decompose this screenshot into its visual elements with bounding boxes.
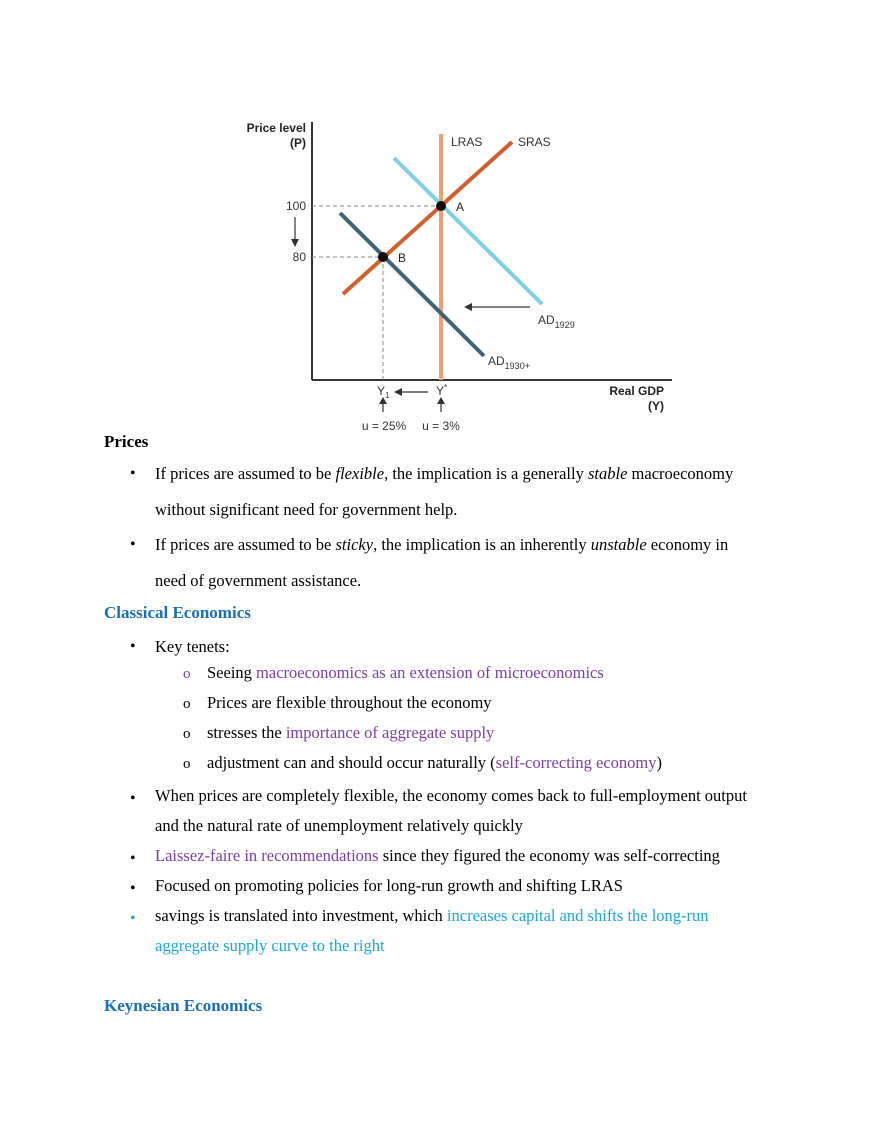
classical-key-tenets: Key tenets: [155, 637, 230, 656]
bullet-dot: • [130, 910, 136, 927]
classical-bullet-5: savings is translated into investment, w… [155, 906, 709, 955]
sub-bullet-mark: o [183, 726, 191, 742]
unemployment-left: u = 25% [362, 419, 407, 433]
classical-heading: Classical Economics [104, 603, 251, 622]
prices-heading: Prices [104, 432, 149, 451]
point-b-label: B [398, 251, 406, 265]
y-tick-80: 80 [293, 250, 307, 264]
point-a [436, 201, 446, 211]
tenet-2: Prices are flexible throughout the econo… [207, 693, 492, 712]
price-drop-arrowhead [291, 239, 299, 247]
y-axis-label-line2: (P) [290, 136, 306, 150]
sras-label: SRAS [518, 135, 551, 149]
ad-shift-arrowhead [464, 303, 472, 311]
ad1930-label: AD1930+ [488, 354, 530, 371]
tenet-3: stresses the importance of aggregate sup… [207, 723, 495, 742]
bullet-dot: • [130, 880, 136, 897]
bullet-dot: • [130, 790, 136, 807]
sub-bullet-mark: o [183, 756, 191, 772]
classical-bullet-4: Focused on promoting policies for long-r… [155, 876, 623, 895]
classical-bullet-3: Laissez-faire in recommendations since t… [155, 846, 720, 865]
lras-label: LRAS [451, 135, 482, 149]
keynesian-heading: Keynesian Economics [104, 996, 263, 1015]
classical-bullet-2: When prices are completely flexible, the… [155, 786, 747, 835]
ad1929-line [392, 156, 544, 306]
sub-bullet-mark: o [183, 696, 191, 712]
output-drop-arrowhead [394, 388, 402, 396]
ad1930-line [338, 211, 486, 358]
x-axis-label-line1: Real GDP [609, 384, 664, 398]
sras-line [341, 140, 514, 296]
up-arrow-right-head [437, 397, 445, 404]
bullet-dot: • [130, 850, 136, 867]
y-axis-label-line1: Price level [247, 121, 306, 135]
point-b [378, 252, 388, 262]
tenet-1: Seeing macroeconomics as an extension of… [207, 663, 604, 682]
unemployment-right: u = 3% [422, 419, 460, 433]
bullet-dot: • [130, 536, 136, 553]
bullet-dot: • [130, 465, 136, 482]
point-a-label: A [456, 200, 464, 214]
x-tick-y1: Y1 [377, 384, 390, 400]
bullet-dot: • [130, 638, 136, 655]
tenet-4: adjustment can and should occur naturall… [207, 753, 662, 772]
x-tick-ystar: Y* [436, 383, 447, 398]
sub-bullet-mark: o [183, 666, 191, 682]
y-tick-100: 100 [286, 199, 306, 213]
prices-bullet-1: If prices are assumed to be flexible, th… [155, 464, 734, 519]
x-axis-label-line2: (Y) [648, 399, 664, 413]
ad-as-chart: Price level (P) Real GDP (Y) 100 80 A B … [247, 121, 672, 433]
up-arrow-left-head [379, 397, 387, 404]
ad1929-label: AD1929 [538, 313, 575, 330]
prices-bullet-2: If prices are assumed to be sticky, the … [155, 535, 729, 590]
